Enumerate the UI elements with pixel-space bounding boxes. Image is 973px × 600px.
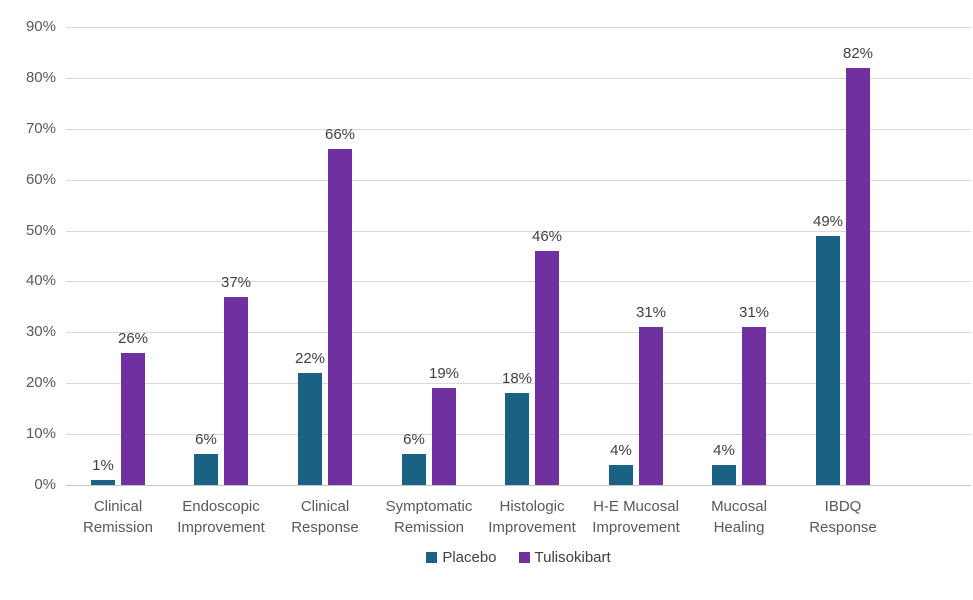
category-label: Symptomatic Remission	[385, 498, 473, 536]
bar-placebo	[816, 236, 840, 485]
gridline	[66, 78, 971, 79]
y-axis-tick-label: 20%	[25, 374, 56, 391]
bar-value-label: 4%	[610, 442, 632, 459]
bar-value-label: 82%	[842, 45, 874, 62]
bar-value-label: 26%	[117, 330, 149, 347]
y-axis-tick-label: 70%	[25, 120, 56, 137]
bar-value-label: 4%	[713, 442, 735, 459]
y-axis-tick-label: 50%	[25, 222, 56, 239]
bar-value-label: 18%	[501, 370, 533, 387]
bar-tulisokibart	[224, 297, 248, 485]
gridline	[66, 180, 971, 181]
bar-value-label: 31%	[738, 304, 770, 321]
x-axis-line	[66, 485, 971, 486]
bar-value-label: 6%	[403, 431, 425, 448]
bar-tulisokibart	[535, 251, 559, 485]
bar-value-label: 1%	[92, 457, 114, 474]
category-label: Endoscopic Improvement	[177, 498, 265, 536]
bar-value-label: 46%	[531, 228, 563, 245]
category-label: Clinical Remission	[82, 498, 154, 536]
legend-label: Tulisokibart	[534, 549, 611, 566]
bar-placebo	[91, 480, 115, 485]
gridline	[66, 231, 971, 232]
category-label: H-E Mucosal Improvement	[592, 498, 680, 536]
bar-placebo	[402, 454, 426, 485]
y-axis-tick-label: 40%	[25, 272, 56, 289]
y-axis-tick-label: 80%	[25, 69, 56, 86]
legend-item-tulisokibart: Tulisokibart	[518, 549, 611, 566]
bar-value-label: 6%	[195, 431, 217, 448]
legend: Placebo Tulisokibart	[66, 549, 971, 566]
bar-value-label: 66%	[324, 126, 356, 143]
bar-value-label: 22%	[294, 350, 326, 367]
category-label: Histologic Improvement	[488, 498, 576, 536]
gridline	[66, 383, 971, 384]
bar-tulisokibart	[121, 353, 145, 485]
y-axis-tick-label: 10%	[25, 425, 56, 442]
legend-label: Placebo	[442, 549, 497, 566]
y-axis-tick-label: 90%	[25, 18, 56, 35]
y-axis-tick-label: 30%	[25, 323, 56, 340]
bar-placebo	[298, 373, 322, 485]
legend-swatch-icon	[426, 552, 438, 563]
bar-value-label: 49%	[812, 213, 844, 230]
gridline	[66, 27, 971, 28]
bar-value-label: 31%	[635, 304, 667, 321]
bar-tulisokibart	[639, 327, 663, 485]
gridline	[66, 129, 971, 130]
y-axis-tick-label: 60%	[25, 171, 56, 188]
bar-placebo	[505, 393, 529, 485]
bar-placebo	[194, 454, 218, 485]
bar-tulisokibart	[328, 149, 352, 485]
gridline	[66, 281, 971, 282]
bar-value-label: 19%	[428, 365, 460, 382]
bar-placebo	[712, 465, 736, 485]
y-axis-tick-label: 0%	[34, 476, 56, 493]
category-label: Mucosal Healing	[711, 498, 767, 536]
bar-tulisokibart	[846, 68, 870, 485]
bar-value-label: 37%	[220, 274, 252, 291]
category-label: IBDQ Response	[809, 498, 877, 536]
legend-item-placebo: Placebo	[426, 549, 497, 566]
gridline	[66, 332, 971, 333]
legend-swatch-icon	[518, 552, 530, 563]
category-label: Clinical Response	[291, 498, 359, 536]
bar-tulisokibart	[742, 327, 766, 485]
bar-placebo	[609, 465, 633, 485]
bar-tulisokibart	[432, 388, 456, 485]
